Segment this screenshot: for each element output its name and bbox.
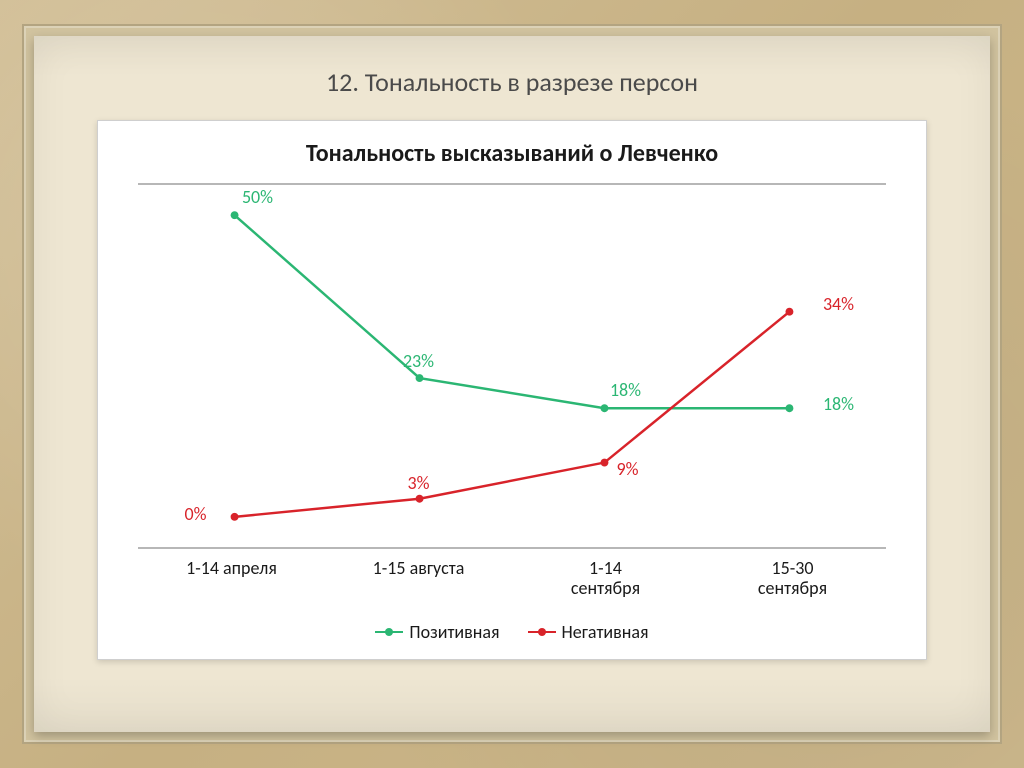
series-0-marker-1 <box>416 374 424 382</box>
x-label-3: 15-30сентября <box>699 558 886 599</box>
x-label-2: 1-14сентября <box>512 558 699 599</box>
series-0-label-0: 50% <box>242 186 273 208</box>
series-1-marker-1 <box>416 495 424 503</box>
series-1-marker-3 <box>785 308 793 316</box>
series-0-marker-3 <box>785 404 793 412</box>
series-1-label-0: 0% <box>185 503 207 525</box>
series-0-marker-0 <box>231 211 239 219</box>
series-line-1 <box>235 312 790 517</box>
chart-legend: Позитивная Негативная <box>98 621 926 643</box>
x-label-1: 1-15 августа <box>325 558 512 599</box>
series-0-label-2: 18% <box>610 379 641 401</box>
series-1-label-2: 9% <box>617 458 639 480</box>
chart-title: Тональность высказываний о Левченко <box>98 121 926 168</box>
x-axis-labels: 1-14 апреля1-15 августа1-14сентября15-30… <box>138 558 886 599</box>
series-0-label-3: 18% <box>823 393 854 415</box>
series-0-marker-2 <box>601 404 609 412</box>
chart-plot-area: 50% 23% 18% 18% 0% 3% 9% 34% <box>138 183 886 549</box>
series-1-label-3: 34% <box>823 293 854 315</box>
chart-card: Тональность высказываний о Левченко 50% 2… <box>97 120 927 660</box>
legend-label-1: Негативная <box>562 621 649 643</box>
legend-item-1: Негативная <box>528 621 649 643</box>
chart-svg <box>138 185 886 547</box>
series-1-label-1: 3% <box>408 472 430 494</box>
slide-title: 12. Тональность в разрезе персон <box>84 66 940 98</box>
legend-label-0: Позитивная <box>409 621 499 643</box>
series-1-marker-0 <box>231 513 239 521</box>
series-0-label-1: 23% <box>403 350 434 372</box>
slide-paper: 12. Тональность в разрезе персон Тональн… <box>34 36 990 732</box>
legend-marker-1 <box>528 631 556 634</box>
legend-item-0: Позитивная <box>375 621 499 643</box>
legend-marker-0 <box>375 631 403 634</box>
series-1-marker-2 <box>601 459 609 467</box>
x-label-0: 1-14 апреля <box>138 558 325 599</box>
slide-frame: 12. Тональность в разрезе персон Тональн… <box>22 24 1002 744</box>
